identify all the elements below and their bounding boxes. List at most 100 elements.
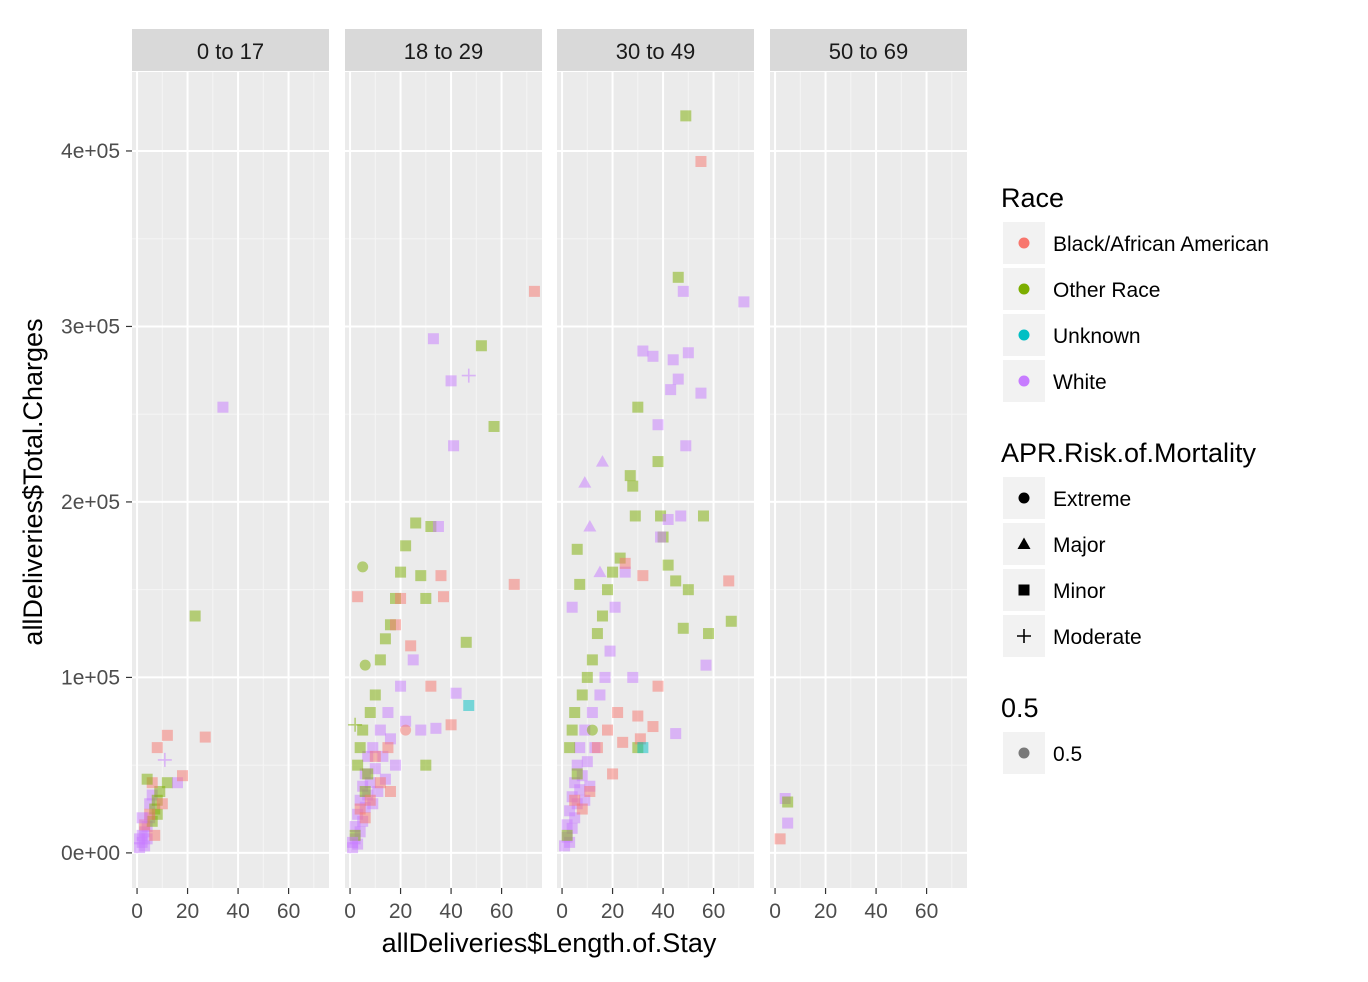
x-tick-label: 0	[769, 900, 781, 923]
data-point	[670, 575, 682, 587]
data-point	[410, 517, 422, 529]
x-tick-label: 60	[277, 900, 300, 923]
data-point	[374, 777, 386, 789]
data-point	[675, 510, 687, 522]
legend-race-swatch	[1018, 283, 1030, 295]
legend-race-swatch	[1018, 329, 1030, 341]
data-point	[695, 155, 707, 167]
data-point	[161, 777, 173, 789]
data-point	[586, 724, 598, 736]
data-point	[357, 724, 369, 736]
data-point	[149, 829, 161, 841]
data-point	[415, 724, 427, 736]
data-point	[395, 592, 407, 604]
data-point	[579, 794, 591, 806]
data-point	[591, 742, 603, 754]
y-axis: 0e+00 1e+05 2e+05 3e+05 4e+05	[61, 140, 132, 865]
data-point	[569, 777, 581, 789]
data-point	[564, 805, 576, 817]
legend-shape-swatch	[1018, 492, 1030, 504]
legend-alpha-title: 0.5	[1001, 693, 1039, 723]
data-point	[157, 752, 172, 767]
data-point	[607, 566, 619, 578]
x-tick-label: 40	[651, 900, 674, 923]
data-point	[420, 592, 432, 604]
data-point	[637, 345, 649, 357]
data-point	[369, 750, 381, 762]
data-point	[144, 808, 156, 820]
data-point	[629, 510, 641, 522]
facet-panel: 0 to 17 0 20 40 60	[131, 29, 329, 923]
data-point	[400, 715, 412, 727]
data-point	[488, 420, 500, 432]
data-point	[627, 480, 639, 492]
data-point	[652, 456, 664, 468]
data-point	[637, 570, 649, 582]
y-tick-label: 2e+05	[61, 491, 120, 514]
data-point	[364, 707, 376, 719]
data-point	[632, 710, 644, 722]
data-point	[602, 724, 614, 736]
data-point	[161, 729, 173, 741]
x-tick-label: 40	[439, 900, 462, 923]
data-point	[662, 559, 674, 571]
data-point	[400, 540, 412, 552]
data-point	[354, 742, 366, 754]
data-point	[652, 680, 664, 692]
data-point	[680, 440, 692, 452]
data-point	[461, 368, 476, 383]
legend-shape-swatch	[1017, 537, 1031, 549]
x-tick-label: 20	[176, 900, 199, 923]
data-point	[448, 440, 460, 452]
data-point	[141, 833, 153, 845]
data-point	[508, 578, 520, 590]
data-point	[438, 591, 449, 603]
data-point	[354, 803, 366, 815]
data-point	[591, 628, 603, 640]
x-axis-title: allDeliveries$Length.of.Stay	[382, 928, 717, 958]
data-point	[374, 724, 386, 736]
data-point	[599, 671, 611, 683]
data-point	[782, 817, 794, 829]
data-point	[571, 543, 583, 555]
data-point	[156, 798, 168, 810]
data-point	[593, 565, 607, 578]
data-point	[652, 419, 664, 431]
data-point	[576, 803, 588, 815]
data-point	[609, 601, 621, 613]
y-axis-title: allDeliveries$Total.Charges	[18, 318, 48, 645]
data-point	[382, 707, 394, 719]
data-point	[445, 719, 457, 731]
legend-shape-swatch	[1018, 584, 1030, 596]
data-point	[662, 513, 674, 525]
legend-race-swatch	[1018, 237, 1030, 249]
data-point	[569, 812, 581, 824]
data-point	[139, 840, 151, 852]
data-point	[612, 707, 624, 719]
facet-strip	[557, 29, 754, 71]
facet-panel: 30 to 49 0 20 40 60	[556, 29, 754, 923]
data-point	[574, 578, 586, 590]
data-point	[695, 387, 707, 399]
y-tick-label: 1e+05	[61, 666, 120, 689]
legend-mortality-label: Minor	[1053, 580, 1106, 603]
legend-race-swatch	[1018, 375, 1030, 387]
data-point	[405, 640, 417, 652]
data-point	[782, 796, 794, 808]
legend-mortality-label: Moderate	[1053, 626, 1142, 649]
data-point	[561, 829, 573, 841]
data-point	[379, 633, 391, 645]
data-point	[348, 717, 363, 732]
data-point	[627, 671, 639, 683]
data-point	[390, 619, 402, 631]
facet-panel: 18 to 29 0 20 40 60	[344, 29, 542, 923]
data-point	[574, 742, 586, 754]
data-point	[677, 622, 689, 634]
data-point	[665, 384, 677, 396]
data-point	[569, 794, 581, 806]
data-point	[594, 689, 606, 701]
data-point	[347, 836, 359, 848]
data-point	[571, 759, 583, 771]
data-point	[578, 476, 592, 488]
data-point	[566, 822, 578, 834]
